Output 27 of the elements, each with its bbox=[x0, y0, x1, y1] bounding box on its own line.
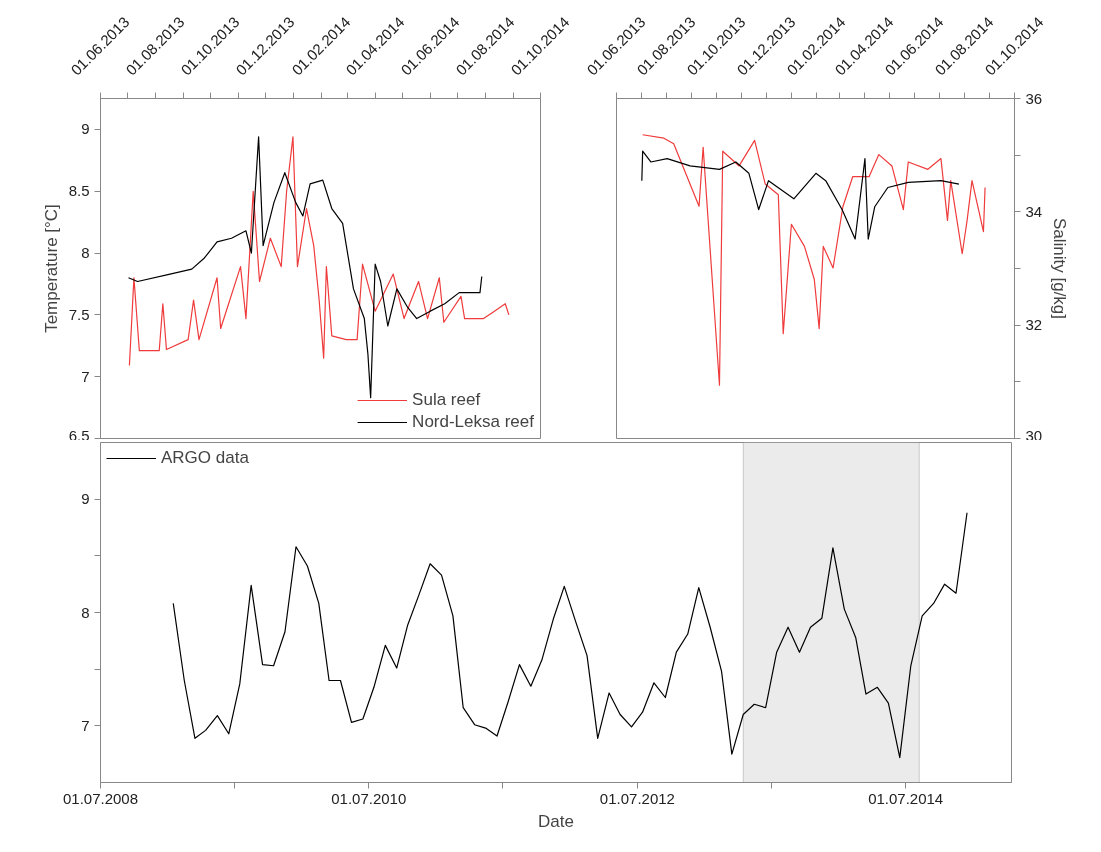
y2-tick-label: 30 bbox=[1025, 426, 1043, 444]
y2-tick-label: 36 bbox=[1025, 89, 1043, 107]
y-axis-title: Temperature [°C] bbox=[41, 204, 61, 333]
y-tick-label: 8 bbox=[81, 244, 90, 262]
legend-label: Sula reef bbox=[412, 390, 481, 410]
x-axis-title: Date bbox=[538, 811, 574, 831]
y-tick-label: 8.5 bbox=[68, 182, 90, 200]
y-tick-label: 6.5 bbox=[68, 426, 90, 444]
x-tick-label: 01.07.2010 bbox=[331, 789, 407, 807]
x-tick-label: 01.07.2012 bbox=[599, 789, 675, 807]
line-series bbox=[172, 512, 968, 759]
y-tick-label: 9 bbox=[81, 490, 90, 508]
y-tick-label: 8 bbox=[81, 603, 90, 621]
y-tick-label: 7 bbox=[81, 367, 90, 385]
y2-tick-label: 32 bbox=[1025, 316, 1043, 334]
line-series bbox=[641, 150, 960, 240]
y2-axis-title: Salinity [g/kg] bbox=[1050, 217, 1070, 320]
x-tick-label: 01.07.2008 bbox=[62, 789, 139, 807]
legend-label: Nord-Leksa reef bbox=[412, 412, 534, 432]
line-series bbox=[128, 136, 510, 367]
y-tick-label: 7.5 bbox=[68, 305, 90, 323]
legend-label: ARGO data bbox=[161, 448, 249, 468]
y2-tick-label: 34 bbox=[1025, 202, 1043, 220]
x-tick-label: 01.07.2014 bbox=[868, 789, 944, 807]
y-tick-label: 9 bbox=[81, 120, 90, 138]
y-tick-label: 7 bbox=[81, 716, 90, 734]
line-series bbox=[642, 134, 986, 386]
